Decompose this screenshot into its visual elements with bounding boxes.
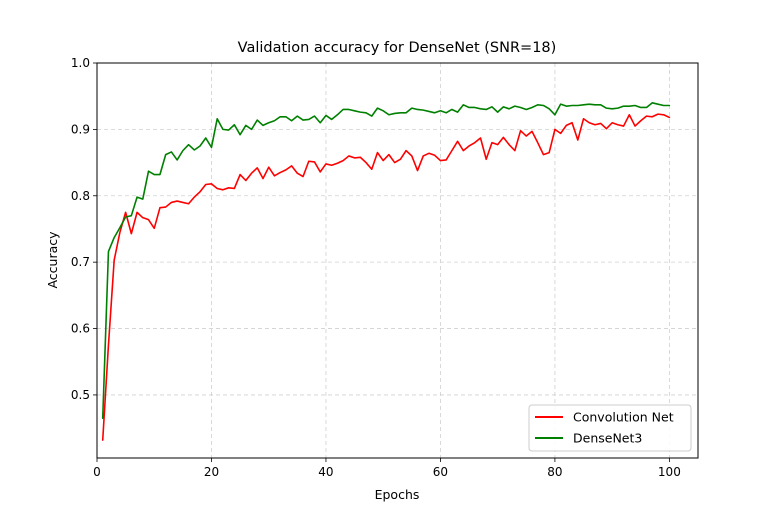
x-axis-ticks: 0 20 40 60 80 100 — [93, 458, 681, 479]
legend-label-convolution-net: Convolution Net — [573, 410, 674, 425]
x-tick-label: 60 — [433, 465, 448, 479]
grid-lines — [96, 62, 698, 458]
x-axis-label: Epochs — [375, 487, 420, 502]
legend-box — [528, 404, 692, 452]
y-axis-ticks: 0.5 0.6 0.7 0.8 0.9 1.0 — [71, 56, 97, 402]
y-tick-label: 0.7 — [71, 255, 90, 269]
plot-area-frame — [96, 62, 699, 459]
y-tick-label: 0.5 — [71, 388, 90, 402]
series-line-convolution-net — [101, 113, 671, 441]
series-lines — [101, 102, 671, 441]
x-tick-label: 80 — [547, 465, 562, 479]
legend-label-densenet3: DenseNet3 — [573, 431, 642, 446]
y-tick-label: 0.6 — [71, 322, 90, 336]
y-tick-label: 0.9 — [71, 122, 90, 136]
x-tick-label: 100 — [658, 465, 681, 479]
y-tick-label: 0.8 — [71, 189, 90, 203]
chart-title: Validation accuracy for DenseNet (SNR=18… — [238, 40, 557, 56]
series-line-densenet3 — [101, 102, 671, 419]
x-tick-label: 0 — [93, 465, 101, 479]
y-tick-label: 1.0 — [71, 56, 90, 70]
legend: Convolution Net DenseNet3 — [528, 404, 692, 452]
y-axis-label: Accuracy — [45, 231, 60, 289]
x-tick-label: 20 — [204, 465, 219, 479]
x-tick-label: 40 — [318, 465, 333, 479]
